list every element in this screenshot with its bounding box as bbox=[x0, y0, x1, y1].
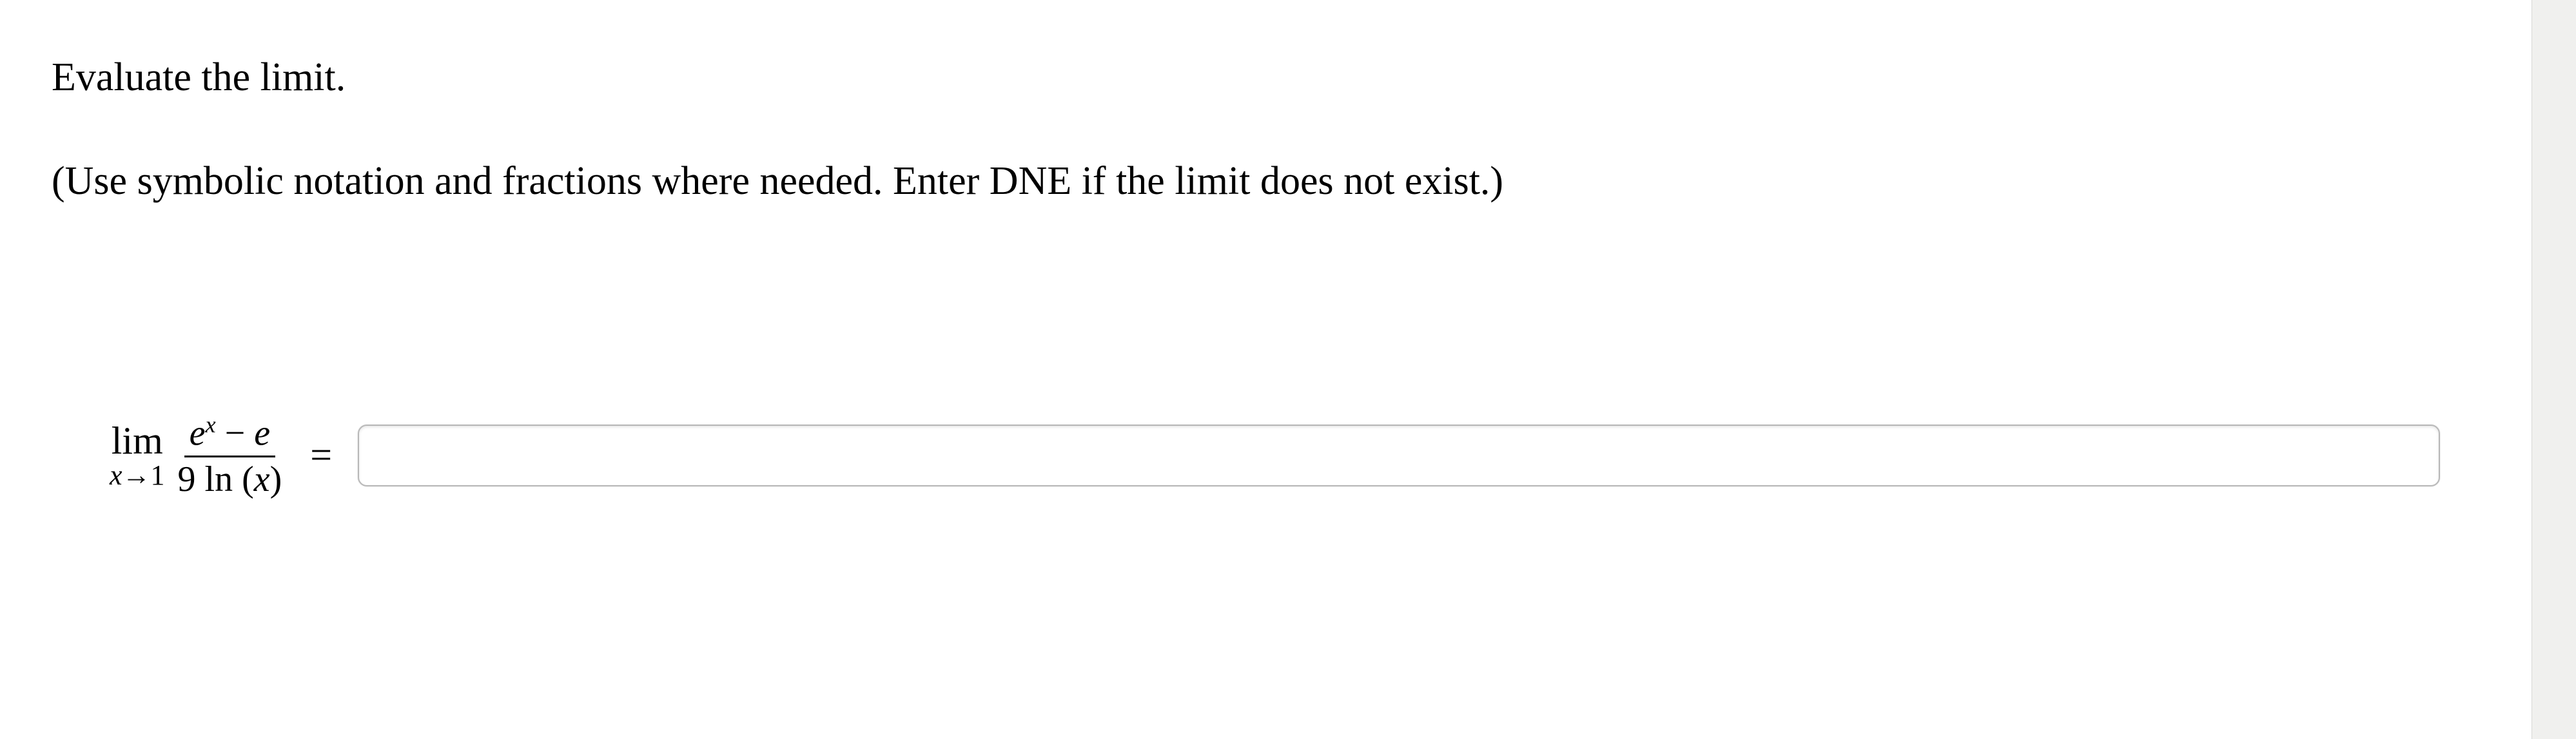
answer-input[interactable] bbox=[358, 425, 2440, 486]
den-open: ( bbox=[233, 459, 254, 499]
instruction-line-2: (Use symbolic notation and fractions whe… bbox=[52, 155, 2475, 207]
numerator: ex − e bbox=[184, 413, 275, 457]
den-func: ln bbox=[205, 459, 233, 499]
limit-variable: x bbox=[110, 459, 122, 491]
limit-target: 1 bbox=[151, 459, 165, 491]
num-e1: e bbox=[190, 414, 206, 454]
instruction-line-1: Evaluate the limit. bbox=[52, 52, 2475, 104]
limit-arrow: → bbox=[122, 461, 151, 490]
lim-label: lim bbox=[112, 421, 163, 460]
limit-subscript: x→1 bbox=[110, 461, 165, 490]
equals-sign: = bbox=[310, 433, 332, 477]
page-right-strip bbox=[2532, 0, 2576, 739]
limit-expression: lim x→1 ex − e 9 ln (x) bbox=[110, 413, 291, 497]
question-content: Evaluate the limit. (Use symbolic notati… bbox=[52, 52, 2475, 497]
denominator: 9 ln (x) bbox=[173, 457, 288, 497]
num-minus: − bbox=[216, 414, 255, 454]
fraction: ex − e 9 ln (x) bbox=[173, 413, 288, 497]
limit-expression-row: lim x→1 ex − e 9 ln (x) = bbox=[110, 413, 2475, 497]
den-coeff: 9 bbox=[178, 459, 205, 499]
num-e2: e bbox=[254, 414, 270, 454]
den-arg: x bbox=[254, 459, 270, 499]
limit-operator: lim x→1 bbox=[110, 421, 165, 490]
den-close: ) bbox=[270, 459, 282, 499]
num-exp: x bbox=[206, 412, 216, 437]
